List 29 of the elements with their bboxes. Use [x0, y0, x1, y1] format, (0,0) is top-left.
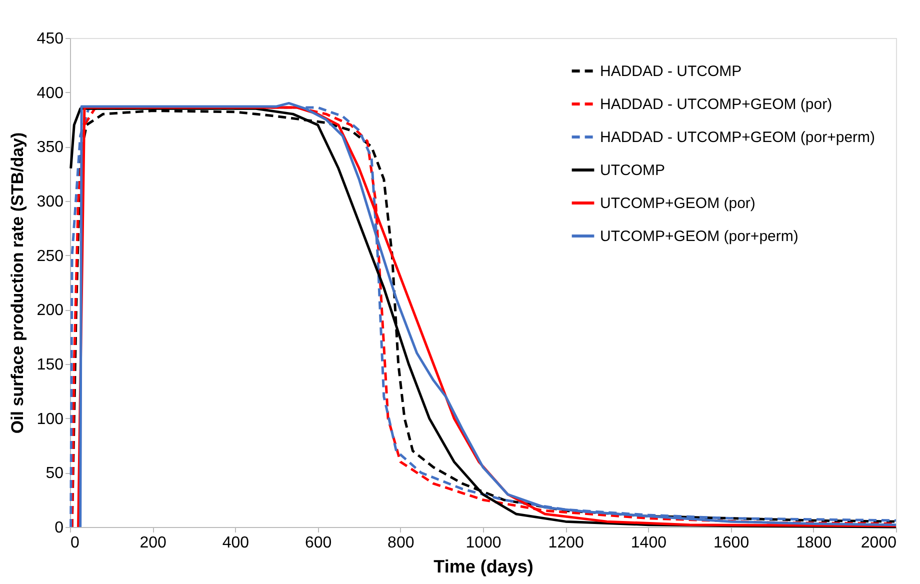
x-axis-title: Time (days) [434, 556, 534, 576]
legend-label: UTCOMP+GEOM (por+perm) [600, 228, 798, 245]
y-tick-label: 350 [36, 139, 64, 156]
x-tick-label: 0 [70, 534, 80, 552]
legend-label: HADDAD - UTCOMP+GEOM (por) [600, 96, 832, 113]
legend-label: UTCOMP [600, 162, 665, 179]
y-tick-label: 450 [36, 30, 64, 48]
y-tick-label: 0 [54, 520, 64, 536]
x-tick-label: 1200 [548, 534, 584, 552]
x-tick-label: 400 [222, 534, 250, 552]
legend-label: HADDAD - UTCOMP+GEOM (por+perm) [600, 129, 876, 146]
x-tick-label: 1800 [796, 534, 832, 552]
y-tick-label: 400 [36, 84, 64, 102]
y-tick-label: 200 [36, 302, 64, 320]
y-tick-label: 100 [36, 410, 64, 428]
x-tick-label: 800 [388, 534, 414, 552]
x-tick-label: 1400 [630, 534, 667, 552]
x-tick-label: 1600 [714, 534, 750, 552]
legend-label: HADDAD - UTCOMP [600, 63, 742, 80]
x-tick-label: 1000 [466, 534, 502, 552]
x-tick-label: 200 [140, 534, 167, 552]
x-tick-label: 600 [304, 534, 332, 552]
y-tick-label: 50 [46, 465, 64, 482]
y-tick-label: 250 [36, 248, 64, 265]
y-tick-label: 150 [36, 356, 64, 374]
x-tick-label: 2000 [860, 534, 897, 552]
legend-label: UTCOMP+GEOM (por) [600, 195, 756, 212]
y-tick-label: 300 [36, 194, 64, 210]
y-axis-title: Oil surface production rate (STB/day) [8, 132, 27, 434]
